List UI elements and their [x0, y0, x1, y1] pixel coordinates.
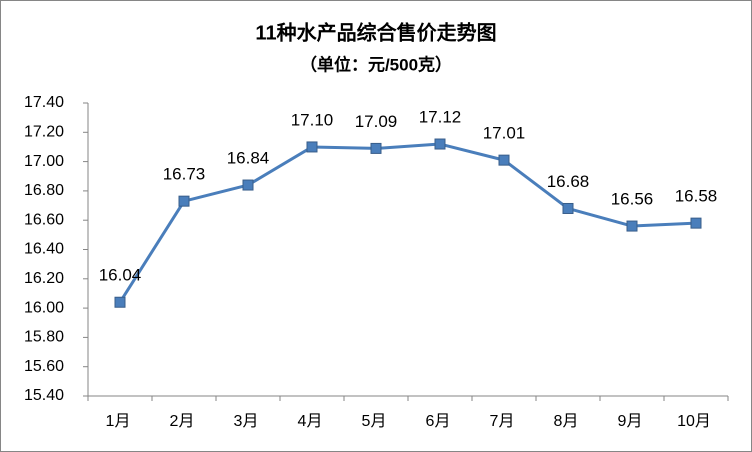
y-tick-label: 16.20 [24, 270, 64, 287]
data-label: 16.58 [675, 187, 718, 206]
data-label: 17.12 [419, 108, 462, 127]
y-tick-label: 16.00 [24, 299, 64, 316]
y-tick-label: 16.40 [24, 241, 64, 258]
data-marker [562, 202, 574, 214]
data-marker [114, 296, 126, 308]
x-tick-label: 6月 [426, 413, 451, 430]
data-label: 16.04 [99, 266, 142, 285]
data-marker [178, 195, 190, 207]
data-label: 17.01 [483, 124, 526, 143]
data-label: 17.09 [355, 112, 398, 131]
data-line [118, 142, 697, 304]
x-tick-label: 5月 [362, 413, 387, 430]
data-marker [626, 220, 638, 232]
data-marker [498, 154, 510, 166]
y-tick-label: 15.40 [24, 387, 64, 404]
data-marker [690, 217, 702, 229]
x-tick-label: 2月 [170, 413, 195, 430]
data-label: 17.10 [291, 110, 334, 129]
data-label: 16.56 [611, 190, 654, 209]
x-tick-label: 9月 [618, 413, 643, 430]
y-tick-label: 16.60 [24, 211, 64, 228]
data-label: 16.73 [163, 165, 206, 184]
x-tick-label: 3月 [234, 413, 259, 430]
y-tick-label: 17.40 [24, 94, 64, 111]
chart-subtitle: （单位：元/500克） [300, 54, 452, 74]
x-tick-label: 4月 [298, 413, 323, 430]
x-tick-label: 7月 [490, 413, 515, 430]
data-marker [242, 179, 254, 191]
data-label: 16.68 [547, 172, 590, 191]
chart-title: 11种水产品综合售价走势图 [255, 20, 496, 44]
x-tick-label: 8月 [554, 413, 579, 430]
y-tick-label: 15.60 [24, 358, 64, 375]
x-tick-label: 1月 [106, 413, 131, 430]
y-tick-label: 15.80 [24, 329, 64, 346]
data-marker [370, 142, 382, 154]
data-label: 16.84 [227, 149, 270, 168]
y-tick-label: 17.20 [24, 124, 64, 141]
y-tick-label: 17.00 [24, 153, 64, 170]
data-marker [434, 138, 446, 150]
data-marker [306, 141, 318, 153]
x-tick-label: 10月 [677, 413, 711, 430]
y-tick-label: 16.80 [24, 182, 64, 199]
